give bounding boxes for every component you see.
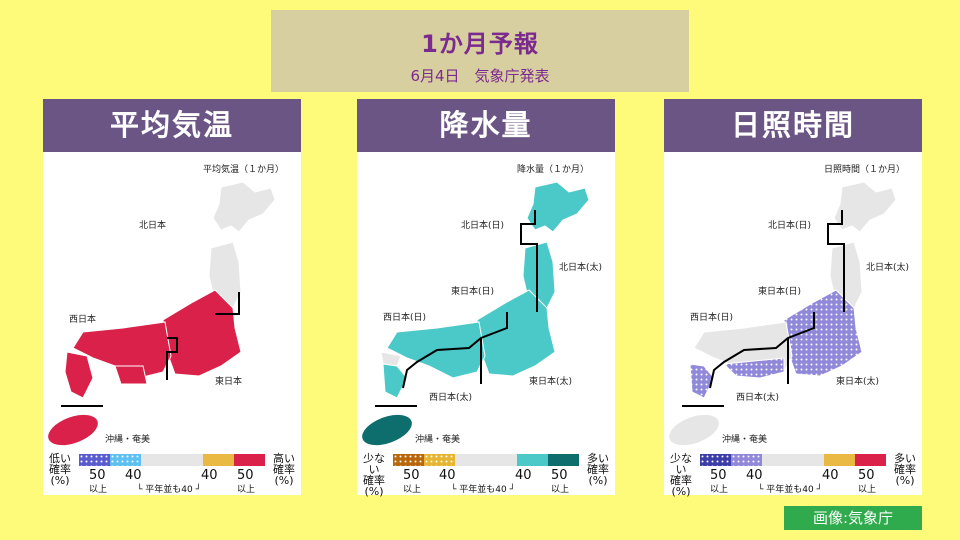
legend-high-label: 多い 確率 (%)	[894, 452, 916, 487]
kyushu-shape	[689, 363, 715, 399]
legend-subtick: 以上	[858, 485, 877, 495]
legend-subtick: 以上	[89, 485, 108, 495]
precipitation-map: 降水量（１か月） 北日本(日) 北日本(太) 東日本(日) 東日本(太) 西日本…	[362, 163, 602, 446]
legend-tick: 50	[89, 468, 106, 483]
okinawa-shape	[362, 414, 412, 446]
image-credit: 画像:気象庁	[784, 506, 922, 530]
legend-tick: 50	[403, 468, 420, 483]
legend-bar	[79, 454, 265, 466]
legend-tick: 40	[822, 468, 839, 483]
legend-tick: 50	[858, 468, 875, 483]
region-label: 東日本	[215, 375, 242, 387]
west-japan-pacific-shape	[722, 357, 785, 379]
forecast-subtitle: 6月4日 気象庁発表	[410, 67, 550, 85]
region-label: 西日本(日)	[690, 311, 733, 323]
legend-subtick: 以上	[403, 485, 422, 495]
shikoku-shape	[114, 365, 148, 385]
legend-tick: 50	[237, 468, 254, 483]
forecast-title: 1か月予報	[421, 30, 539, 58]
region-label: 沖縄・奄美	[105, 433, 150, 445]
precipitation-legend: 少ない 確率 (%) 50 40 40 50 以上 以上 └ 平年並も40 ┘ 多い…	[357, 451, 615, 498]
legend-normal-note: └ 平年並も40 ┘	[758, 485, 823, 495]
region-label: 沖縄・奄美	[722, 433, 767, 445]
east-japan-shape	[476, 289, 556, 377]
forecast-title-box: 1か月予報 6月4日 気象庁発表	[271, 10, 689, 92]
region-label: 西日本(日)	[383, 311, 426, 323]
sunshine-map: 日照時間（１か月） 北日本(日) 北日本(太) 東日本(日) 東日本(太) 西日…	[669, 164, 909, 446]
hokkaido-shape	[833, 181, 897, 233]
legend-high-label: 多い 確率 (%)	[587, 452, 609, 487]
legend-tick: 50	[710, 468, 727, 483]
legend-subtick: 以上	[710, 485, 729, 495]
legend-tick: 50	[551, 468, 568, 483]
region-label: 北日本(日)	[768, 219, 811, 231]
legend-subtick: 以上	[237, 485, 256, 495]
temperature-legend: 低い 確率 (%) 50 40 40 50 以上 以上 └ 平年並も40 ┘ 高い確…	[43, 451, 301, 495]
hokkaido-shape	[526, 181, 590, 233]
legend-subtick: 以上	[551, 485, 570, 495]
map-caption: 日照時間（１か月）	[824, 164, 905, 175]
region-label: 北日本(日)	[461, 219, 504, 231]
region-label: 東日本(太)	[529, 375, 572, 387]
kyushu-shape	[64, 351, 94, 399]
legend-bar	[393, 454, 579, 466]
precipitation-panel-title: 降水量	[357, 99, 615, 152]
region-label: 北日本(太)	[559, 261, 602, 273]
map-caption: 降水量（１か月）	[517, 163, 589, 175]
precipitation-panel: 降水量 降水量（１か月） 北日本(日) 北日本(太) 東日本(日) 東日本(太)…	[357, 99, 615, 498]
region-label: 北日本(太)	[866, 261, 909, 273]
legend-low-label: 少ない 確率 (%)	[363, 452, 385, 498]
okinawa-shape	[48, 414, 98, 446]
temperature-panel: 平均気温 平均気温（１か月） 北日本 東日本 西日本 沖縄・奄美 低い 確率 (%)	[43, 99, 301, 495]
legend-bar	[700, 454, 886, 466]
west-japan-shape	[72, 321, 172, 379]
legend-normal-note: └ 平年並も40 ┘	[137, 485, 202, 495]
east-japan-shape	[162, 289, 242, 377]
temperature-panel-title: 平均気温	[43, 99, 301, 152]
region-label: 東日本(日)	[758, 285, 801, 297]
okinawa-shape	[669, 414, 719, 446]
region-label: 東日本(太)	[836, 375, 879, 387]
region-label: 北日本	[139, 219, 166, 231]
legend-tick: 40	[201, 468, 218, 483]
region-label: 西日本	[69, 313, 96, 325]
east-japan-shape	[783, 289, 863, 377]
kyushu-shape	[382, 363, 408, 399]
region-label: 沖縄・奄美	[415, 433, 460, 445]
region-label: 東日本(日)	[451, 285, 494, 297]
legend-tick: 40	[515, 468, 532, 483]
legend-tick: 40	[746, 468, 763, 483]
legend-low-label: 低い 確率 (%)	[49, 452, 71, 487]
hokkaido-shape	[212, 181, 276, 233]
map-caption: 平均気温（１か月）	[203, 163, 284, 175]
temperature-map: 平均気温（１か月） 北日本 東日本 西日本 沖縄・奄美	[48, 163, 284, 446]
sunshine-panel-title: 日照時間	[664, 99, 922, 152]
region-label: 西日本(太)	[429, 391, 472, 403]
legend-tick: 40	[125, 468, 142, 483]
region-label: 西日本(太)	[736, 391, 779, 403]
sunshine-panel: 日照時間 日照時間（１か月） 北日本(日) 北日本(太) 東日本(日) 東日本(…	[664, 99, 922, 498]
sunshine-legend: 少ない 確率 (%) 50 40 40 50 以上 以上 └ 平年並も40 ┘ 多い…	[664, 451, 922, 498]
legend-normal-note: └ 平年並も40 ┘	[451, 485, 516, 495]
legend-tick: 40	[439, 468, 456, 483]
legend-high-label: 高い 確率 (%)	[273, 452, 295, 487]
legend-low-label: 少ない 確率 (%)	[670, 452, 692, 498]
